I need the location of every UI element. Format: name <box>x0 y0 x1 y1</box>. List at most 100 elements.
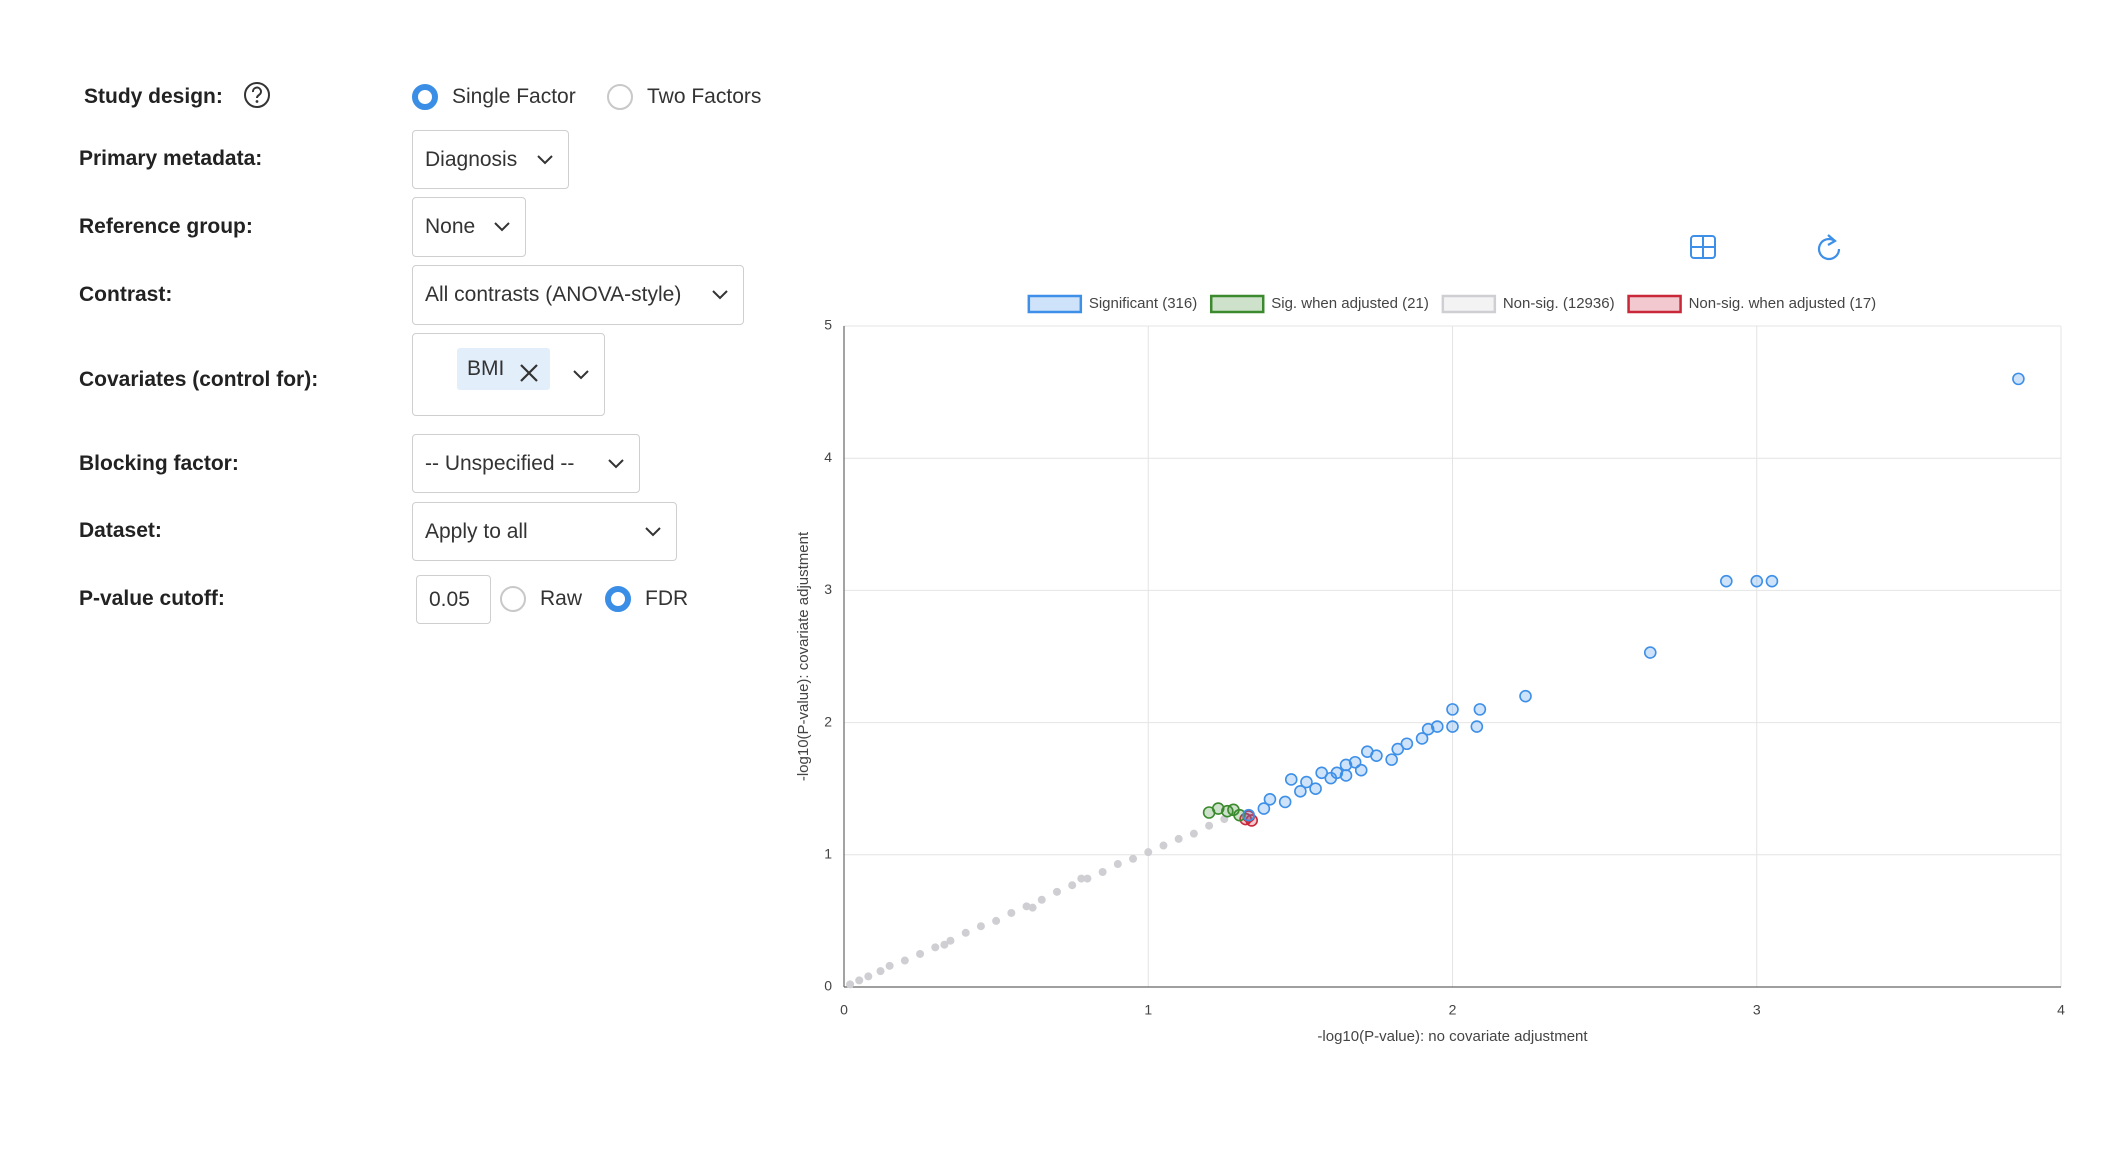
point <box>1068 881 1077 890</box>
point <box>1205 821 1214 830</box>
point <box>1750 574 1764 588</box>
point <box>1300 775 1313 789</box>
select[interactable]: Diagnosis <box>412 130 569 189</box>
point <box>885 961 894 970</box>
field-label: Dataset: <box>79 519 162 542</box>
point <box>1643 646 1657 659</box>
select[interactable]: None <box>412 197 526 257</box>
y-tick-label: 5 <box>824 317 832 333</box>
field-label: Contrast: <box>79 283 173 306</box>
radio-option[interactable]: Raw <box>500 586 582 612</box>
text-input[interactable]: 0.05 <box>416 575 491 624</box>
x-tick-label: 1 <box>1144 1002 1152 1018</box>
y-axis-label: -log10(P-value): covariate adjustment <box>795 531 812 781</box>
legend-swatch <box>1627 294 1682 314</box>
radio-label: Single Factor <box>452 85 576 108</box>
point <box>1007 908 1016 917</box>
point <box>846 980 855 989</box>
point <box>1430 720 1444 733</box>
point <box>1315 766 1328 780</box>
point <box>855 976 864 985</box>
point <box>1242 808 1255 822</box>
select-value: None <box>425 215 476 238</box>
multi-select[interactable]: BMI <box>412 333 605 416</box>
table-view-button[interactable] <box>1690 235 1716 259</box>
point <box>1211 802 1225 815</box>
select-value: Diagnosis <box>425 147 518 171</box>
y-tick-label: 3 <box>824 581 832 597</box>
y-tick-label: 2 <box>824 713 832 729</box>
y-tick-label: 4 <box>824 449 832 465</box>
point <box>1189 829 1198 838</box>
input-value: 0.05 <box>429 587 470 611</box>
legend-swatch <box>1209 294 1265 314</box>
point <box>1385 753 1398 766</box>
tag-remove[interactable] <box>518 362 540 384</box>
radio-label: Raw <box>540 587 583 610</box>
x-axis-label: -log10(P-value): no covariate adjustment <box>1317 1028 1588 1045</box>
legend: Significant (316) Sig. when adjusted (21)… <box>1027 294 1876 314</box>
point <box>1446 703 1459 716</box>
legend-label: Non-sig. (12936) <box>1503 295 1615 312</box>
point <box>1765 574 1779 588</box>
point <box>1309 782 1322 796</box>
point <box>1330 766 1344 780</box>
radio-label: FDR <box>645 587 689 610</box>
point <box>1473 703 1487 716</box>
point <box>864 972 873 981</box>
point <box>1022 902 1031 911</box>
point <box>1446 720 1459 733</box>
select-value: Apply to all <box>425 519 528 543</box>
select[interactable]: -- Unspecified -- <box>412 434 640 493</box>
legend-label: Significant (316) <box>1089 295 1197 312</box>
point <box>1037 895 1046 904</box>
point <box>1257 802 1271 815</box>
y-tick-label: 0 <box>824 978 832 994</box>
select-value: All contrasts (ANOVA-style) <box>425 283 682 306</box>
field-label: Blocking factor: <box>79 452 239 475</box>
point <box>1519 689 1532 703</box>
point <box>961 928 970 937</box>
point <box>1470 720 1484 733</box>
point <box>1294 785 1307 798</box>
radio-option[interactable]: FDR <box>605 586 688 612</box>
reset-button[interactable] <box>1817 234 1841 261</box>
point <box>900 956 909 965</box>
point <box>1415 732 1429 745</box>
point <box>1278 795 1292 809</box>
select[interactable]: All contrasts (ANOVA-style) <box>412 265 744 325</box>
point <box>1391 742 1405 756</box>
field-label: Covariates (control for): <box>79 368 319 391</box>
point <box>946 936 955 945</box>
chart: 0 1 2 3 4 5 0 1 2 3 4 -log10(P-value): no covariate… <box>795 234 2065 1045</box>
y-tick-label: 1 <box>824 846 832 862</box>
point <box>1263 792 1277 806</box>
point <box>1174 834 1183 843</box>
point <box>931 943 940 952</box>
point <box>992 916 1001 925</box>
help-icon[interactable] <box>242 80 272 110</box>
tag: BMI <box>457 348 551 390</box>
point <box>1354 763 1368 777</box>
x-tick-label: 4 <box>2057 1002 2065 1018</box>
radio-label: Two Factors <box>647 85 762 108</box>
point <box>1098 867 1107 876</box>
select[interactable]: Apply to all <box>412 502 677 561</box>
field-label: Primary metadata: <box>79 147 263 170</box>
point <box>1233 808 1246 822</box>
point <box>1159 841 1168 850</box>
point <box>1052 887 1061 896</box>
field-label: Reference group: <box>79 215 253 238</box>
point <box>1113 860 1122 869</box>
legend-swatch <box>1441 294 1497 314</box>
point <box>916 949 925 958</box>
legend-label: Sig. when adjusted (21) <box>1271 295 1429 312</box>
radio-option[interactable]: Single Factor <box>412 84 576 110</box>
point <box>1083 874 1092 883</box>
x-tick-label: 3 <box>1753 1002 1761 1018</box>
point <box>1720 574 1733 588</box>
point <box>940 940 949 949</box>
radio-option[interactable]: Two Factors <box>607 84 761 110</box>
point <box>1077 874 1086 883</box>
